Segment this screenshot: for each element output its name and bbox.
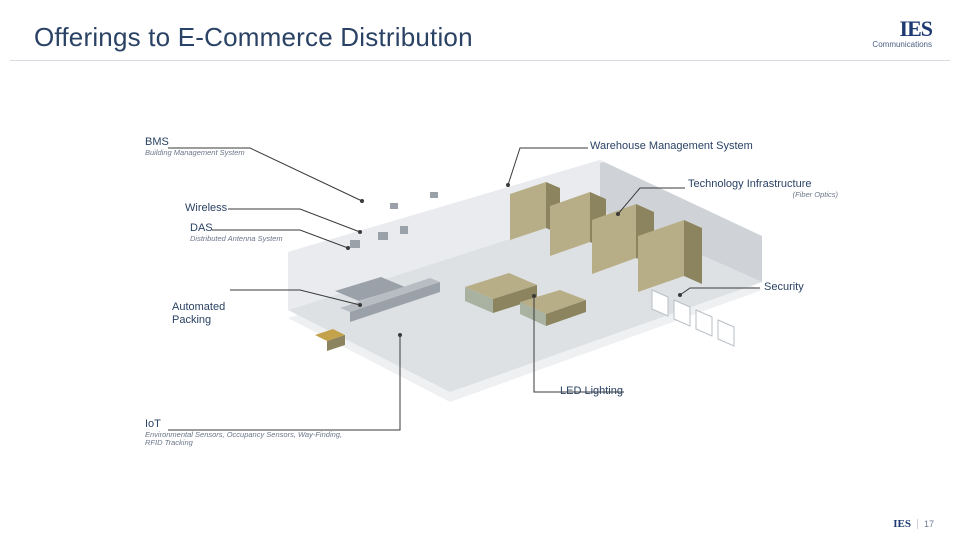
callout-led: LED Lighting (560, 385, 623, 398)
callout-infra-title: Technology Infrastructure (688, 178, 838, 191)
callout-bms: BMS Building Management System (145, 136, 245, 157)
callout-wireless: Wireless (185, 202, 227, 215)
brand-mark: IES (872, 16, 932, 42)
footer: IES 17 (893, 518, 934, 530)
callout-wireless-title: Wireless (185, 202, 227, 215)
callout-packing-title: Automated Packing (172, 301, 225, 326)
callout-security-title: Security (764, 281, 824, 294)
callout-das: DAS Distributed Antenna System (190, 222, 283, 243)
title-rule (10, 60, 950, 61)
callout-iot-title: IoT (145, 418, 345, 431)
callout-wms-title: Warehouse Management System (590, 140, 760, 153)
callout-security: Security (764, 281, 824, 294)
callout-packing: Automated Packing (172, 278, 225, 349)
callout-led-title: LED Lighting (560, 385, 623, 398)
callout-infra-sub: (Fiber Optics) (688, 191, 838, 200)
brand-logo: IES Communications (872, 16, 932, 49)
callout-das-title: DAS (190, 222, 283, 235)
callout-das-sub: Distributed Antenna System (190, 235, 283, 244)
footer-brand: IES (893, 518, 911, 530)
callout-iot-sub: Environmental Sensors, Occupancy Sensors… (145, 431, 345, 448)
callout-infra: Technology Infrastructure (Fiber Optics) (688, 178, 838, 199)
callout-bms-sub: Building Management System (145, 149, 245, 158)
callout-wms: Warehouse Management System (590, 140, 760, 153)
page-number: 17 (917, 519, 934, 529)
callout-bms-title: BMS (145, 136, 245, 149)
page-title: Offerings to E-Commerce Distribution (34, 22, 473, 53)
brand-unit: Communications (872, 40, 932, 49)
callout-iot: IoT Environmental Sensors, Occupancy Sen… (145, 418, 345, 448)
